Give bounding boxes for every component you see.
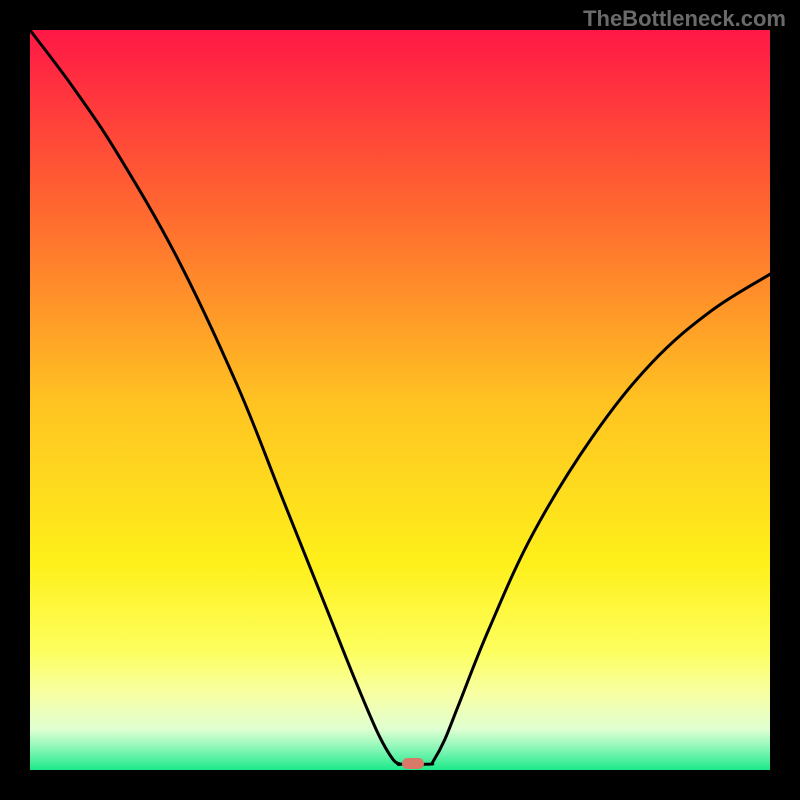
watermark-text: TheBottleneck.com bbox=[583, 6, 786, 32]
plot-area bbox=[30, 30, 770, 770]
chart-svg bbox=[30, 30, 770, 770]
chart-container: TheBottleneck.com bbox=[0, 0, 800, 800]
minimum-marker bbox=[402, 758, 424, 769]
